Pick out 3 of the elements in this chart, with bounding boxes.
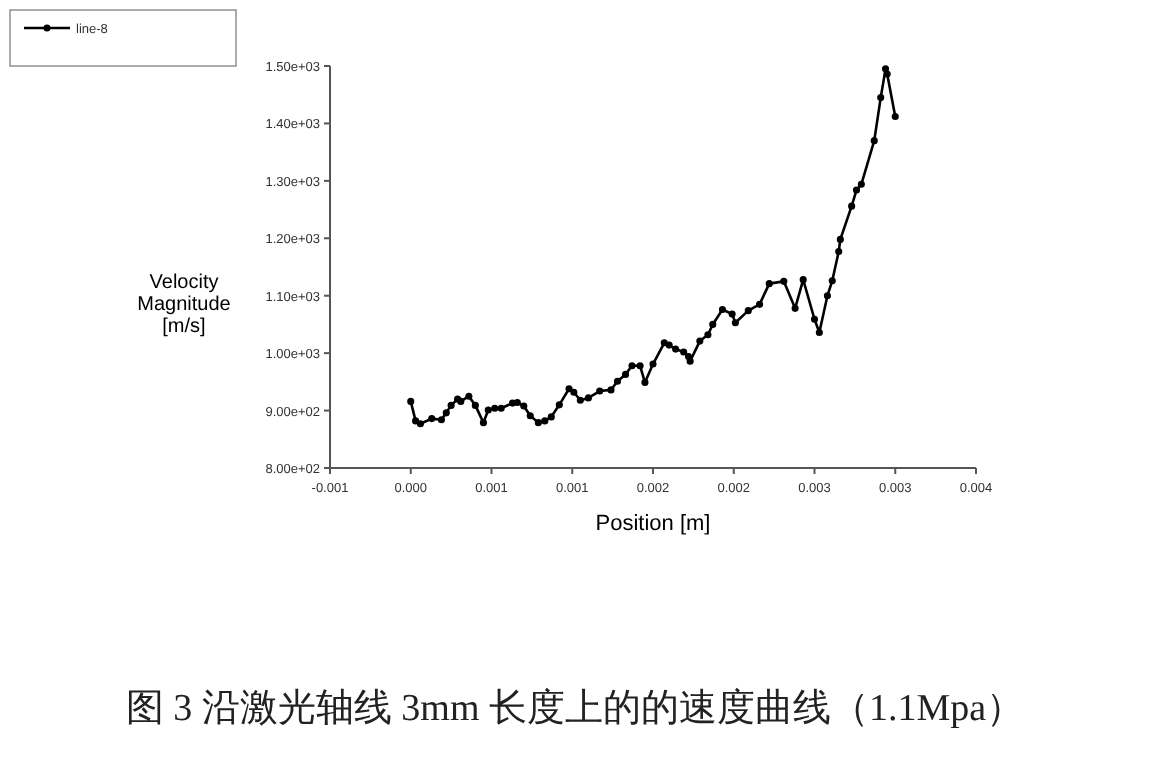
x-axis-title: Position [m] [595,512,711,536]
y-axis-title: Velocity Magnitude [m/s] [137,272,232,338]
caption: 图 3 沿激光轴线 3mm 长度上的的速度曲线（1.1Mpa） [125,686,1025,730]
